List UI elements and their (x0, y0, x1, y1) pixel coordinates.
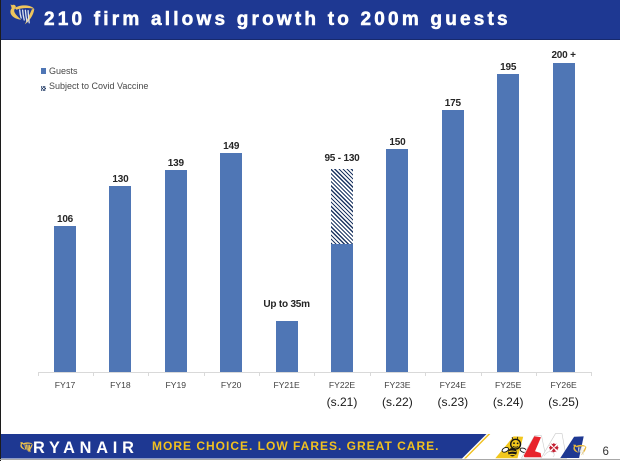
svg-text:RYANAIR: RYANAIR (33, 439, 139, 457)
svg-text:MORE CHOICE. LOW FARES. GREAT: MORE CHOICE. LOW FARES. GREAT CARE. (152, 439, 439, 453)
